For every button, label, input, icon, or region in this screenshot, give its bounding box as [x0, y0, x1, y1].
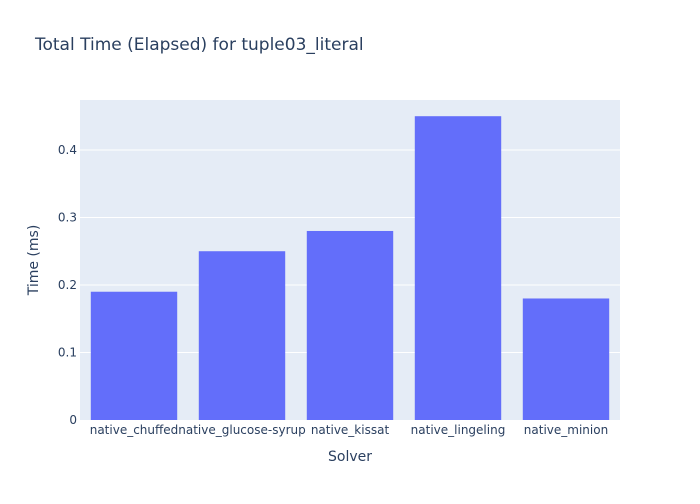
x-tick-label: native_kissat — [311, 423, 390, 437]
bar-native_lingeling[interactable] — [414, 116, 502, 421]
x-tick-label: native_glucose-syrup — [178, 423, 305, 437]
x-tick-label: native_lingeling — [411, 423, 506, 437]
chart-title: Total Time (Elapsed) for tuple03_literal — [34, 35, 364, 55]
y-tick-label: 0.2 — [58, 278, 77, 292]
bar-native_kissat[interactable] — [306, 230, 394, 420]
bars — [90, 116, 610, 421]
bar-native_minion[interactable] — [522, 298, 610, 420]
y-tick-label: 0 — [69, 413, 77, 427]
y-axis-ticks: 0 0.1 0.2 0.3 0.4 — [58, 143, 77, 427]
x-tick-label: native_minion — [524, 423, 608, 437]
y-tick-label: 0.1 — [58, 345, 77, 359]
bar-native_glucose-syrup[interactable] — [198, 251, 286, 420]
bar-native_chuffed[interactable] — [90, 291, 178, 420]
y-tick-label: 0.3 — [58, 210, 77, 224]
x-axis-title: Solver — [328, 449, 372, 465]
x-tick-label: native_chuffed — [90, 423, 179, 437]
x-axis-ticks: native_chuffed native_glucose-syrup native… — [90, 423, 608, 437]
y-tick-label: 0.4 — [58, 143, 77, 157]
y-axis-title: Time (ms) — [26, 225, 42, 297]
